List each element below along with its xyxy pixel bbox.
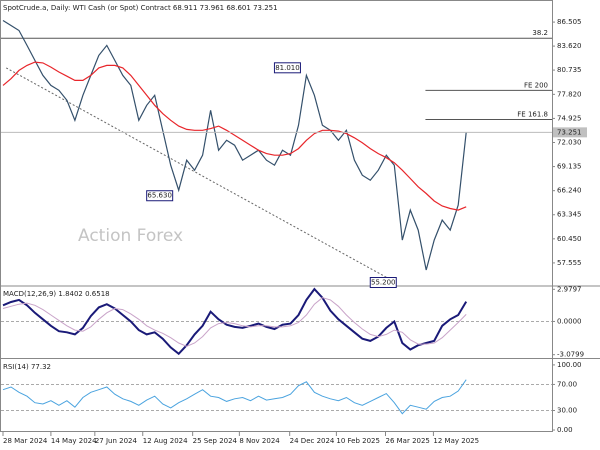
y-tick-label: 80.735 <box>557 66 582 74</box>
level-label: FE 161.8 <box>517 110 548 118</box>
y-tick-label: 0.0000 <box>557 317 582 325</box>
annotation-box <box>146 190 174 202</box>
y-tick-label: 74.925 <box>557 114 582 122</box>
annotation-label: 55.200 <box>371 279 396 287</box>
y-tick-label: 69.135 <box>557 163 582 171</box>
x-tick-label: 14 May 2024 <box>51 437 97 445</box>
y-tick-label: 63.345 <box>557 211 582 219</box>
x-tick-label: 24 Dec 2024 <box>290 437 335 445</box>
last-price-label: 73.251 <box>557 128 582 136</box>
x-tick-label: 12 May 2025 <box>433 437 479 445</box>
chart-title: SpotCrude.a, Daily: WTI Cash (or Spot) C… <box>3 4 278 12</box>
x-tick-label: 8 Nov 2024 <box>239 437 280 445</box>
x-tick-label: 28 Mar 2024 <box>3 437 48 445</box>
y-tick-label: 77.820 <box>557 90 582 98</box>
annotation-label: 81.010 <box>275 64 300 72</box>
x-tick-label: 25 Sep 2024 <box>193 437 238 445</box>
level-label: FE 200 <box>524 81 548 89</box>
y-tick-label: 0.00 <box>557 426 573 434</box>
series-line <box>2 61 467 211</box>
x-tick-label: 10 Feb 2025 <box>336 437 380 445</box>
last-price-box <box>553 127 587 138</box>
y-tick-label: 83.620 <box>557 42 582 50</box>
annotation-box <box>273 62 301 74</box>
y-tick-label: 66.240 <box>557 187 582 195</box>
y-tick-label: 30.00 <box>557 406 577 414</box>
x-tick-label: 12 Aug 2024 <box>143 437 188 445</box>
watermark: Action Forex <box>78 226 183 246</box>
y-tick-label: -3.0799 <box>557 351 584 359</box>
y-tick-label: 70.00 <box>557 380 577 388</box>
x-tick-label: 27 Jun 2024 <box>95 437 138 445</box>
annotation-label: 65.630 <box>147 192 172 200</box>
series-line <box>2 19 467 271</box>
level-label: 38.2 <box>532 29 548 37</box>
y-tick-label: 60.450 <box>557 235 582 243</box>
series-line <box>2 379 467 415</box>
rsi-title: RSI(14) 77.32 <box>3 363 51 371</box>
y-tick-label: 72.030 <box>557 139 582 147</box>
annotation-box <box>369 277 397 289</box>
y-tick-label: 57.555 <box>557 259 582 267</box>
series-line <box>2 297 467 347</box>
frame <box>0 0 553 432</box>
y-tick-label: 100.00 <box>557 361 582 369</box>
x-tick-label: 26 Mar 2025 <box>386 437 430 445</box>
y-tick-label: 86.505 <box>557 18 582 26</box>
trendline <box>5 67 395 283</box>
series-line <box>2 287 468 356</box>
y-tick-label: 2.9797 <box>557 285 582 293</box>
macd-title: MACD(12,26,9) 1.8402 0.6518 <box>3 290 110 298</box>
